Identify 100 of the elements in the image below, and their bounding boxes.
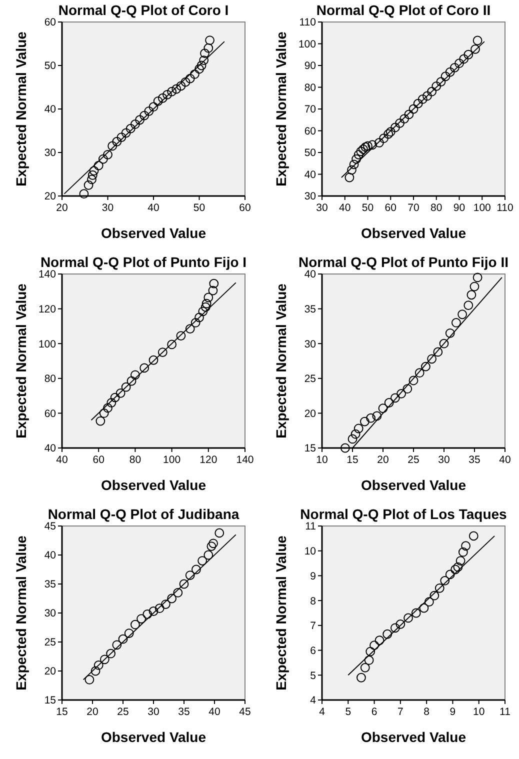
- point: [390, 623, 400, 633]
- x-tick-label: 15: [56, 706, 68, 718]
- y-axis-title: Expected Normal Value: [13, 283, 29, 438]
- y-tick-label: 50: [44, 60, 56, 72]
- x-tick-label: 40: [499, 454, 511, 466]
- point: [395, 118, 404, 128]
- point: [79, 189, 89, 199]
- point: [118, 634, 128, 644]
- y-tick-label: 6: [310, 644, 316, 657]
- y-tick-label: 30: [44, 608, 56, 620]
- chart-title: Normal Q-Q Plot of Punto Fijo I: [40, 254, 247, 270]
- y-tick-label: 140: [38, 268, 56, 281]
- point: [354, 424, 364, 434]
- y-tick-label: 80: [44, 373, 56, 386]
- chart-title: Normal Q-Q Plot of Judibana: [48, 506, 240, 522]
- point: [194, 64, 204, 74]
- point: [209, 278, 219, 288]
- point: [360, 662, 370, 672]
- x-tick-label: 90: [453, 202, 466, 214]
- point: [100, 654, 110, 664]
- point: [450, 62, 460, 72]
- point: [176, 331, 186, 340]
- point: [185, 570, 195, 580]
- point: [378, 404, 388, 414]
- y-tick-label: 8: [310, 595, 316, 608]
- point: [204, 550, 214, 560]
- point: [468, 531, 478, 541]
- point: [436, 77, 446, 87]
- point: [106, 398, 116, 408]
- point: [350, 429, 360, 439]
- point: [450, 564, 460, 574]
- y-tick-label: 40: [304, 168, 316, 181]
- point: [414, 368, 424, 378]
- x-tick-label: 30: [438, 454, 450, 466]
- point: [130, 370, 140, 380]
- point: [363, 141, 372, 151]
- point: [103, 150, 112, 160]
- x-tick-label: 7: [398, 706, 404, 718]
- x-tick-label: 60: [239, 202, 251, 214]
- point: [154, 604, 164, 614]
- point: [148, 606, 158, 616]
- point: [456, 556, 466, 566]
- y-tick-label: 100: [298, 38, 316, 50]
- point: [126, 124, 136, 134]
- x-tick-label: 35: [468, 454, 480, 466]
- point: [140, 110, 150, 120]
- x-tick-label: 5: [345, 706, 352, 718]
- y-tick-label: 35: [304, 303, 316, 316]
- point: [87, 174, 96, 184]
- y-tick-label: 11: [305, 520, 316, 533]
- y-tick-label: 30: [304, 190, 316, 203]
- x-tick-label: 50: [193, 202, 206, 214]
- x-tick-label: 20: [377, 454, 389, 466]
- point: [136, 614, 146, 624]
- y-tick-label: 30: [304, 338, 316, 350]
- point: [413, 98, 423, 108]
- point: [161, 600, 170, 609]
- x-tick-label: 11: [500, 706, 511, 718]
- point: [112, 136, 122, 146]
- point: [180, 77, 190, 87]
- point: [433, 347, 443, 357]
- y-tick-label: 60: [304, 125, 316, 138]
- y-tick-label: 9: [310, 570, 316, 582]
- y-axis-title: Expected Normal Value: [273, 31, 289, 186]
- point: [190, 70, 200, 79]
- point: [199, 56, 209, 65]
- point: [424, 597, 434, 607]
- point: [390, 393, 400, 403]
- point: [94, 160, 104, 170]
- x-tick-label: 20: [86, 706, 98, 718]
- point: [162, 90, 172, 100]
- y-tick-label: 15: [304, 442, 316, 455]
- point: [98, 154, 108, 164]
- y-tick-label: 7: [310, 620, 316, 632]
- point: [454, 58, 464, 68]
- point: [192, 564, 201, 574]
- x-tick-label: 60: [92, 454, 105, 466]
- point: [396, 619, 406, 629]
- point: [340, 443, 350, 453]
- point: [404, 613, 413, 623]
- y-axis-title: Expected Normal Value: [273, 283, 289, 438]
- x-tick-label: 30: [148, 706, 160, 718]
- y-tick-label: 25: [44, 636, 56, 649]
- point: [214, 528, 224, 538]
- point: [126, 376, 136, 386]
- point: [206, 542, 216, 551]
- y-axis-title: Expected Normal Value: [13, 535, 29, 690]
- point: [124, 628, 134, 638]
- point: [208, 538, 218, 548]
- point: [408, 376, 418, 386]
- x-tick-label: 6: [371, 706, 378, 718]
- y-tick-label: 60: [44, 408, 56, 420]
- point: [88, 170, 98, 180]
- x-tick-label: 15: [346, 454, 358, 466]
- x-tick-label: 9: [450, 706, 456, 718]
- y-tick-label: 60: [44, 16, 56, 29]
- x-tick-label: 10: [473, 706, 485, 718]
- point: [200, 302, 210, 312]
- y-tick-label: 70: [304, 104, 316, 116]
- point: [445, 570, 455, 580]
